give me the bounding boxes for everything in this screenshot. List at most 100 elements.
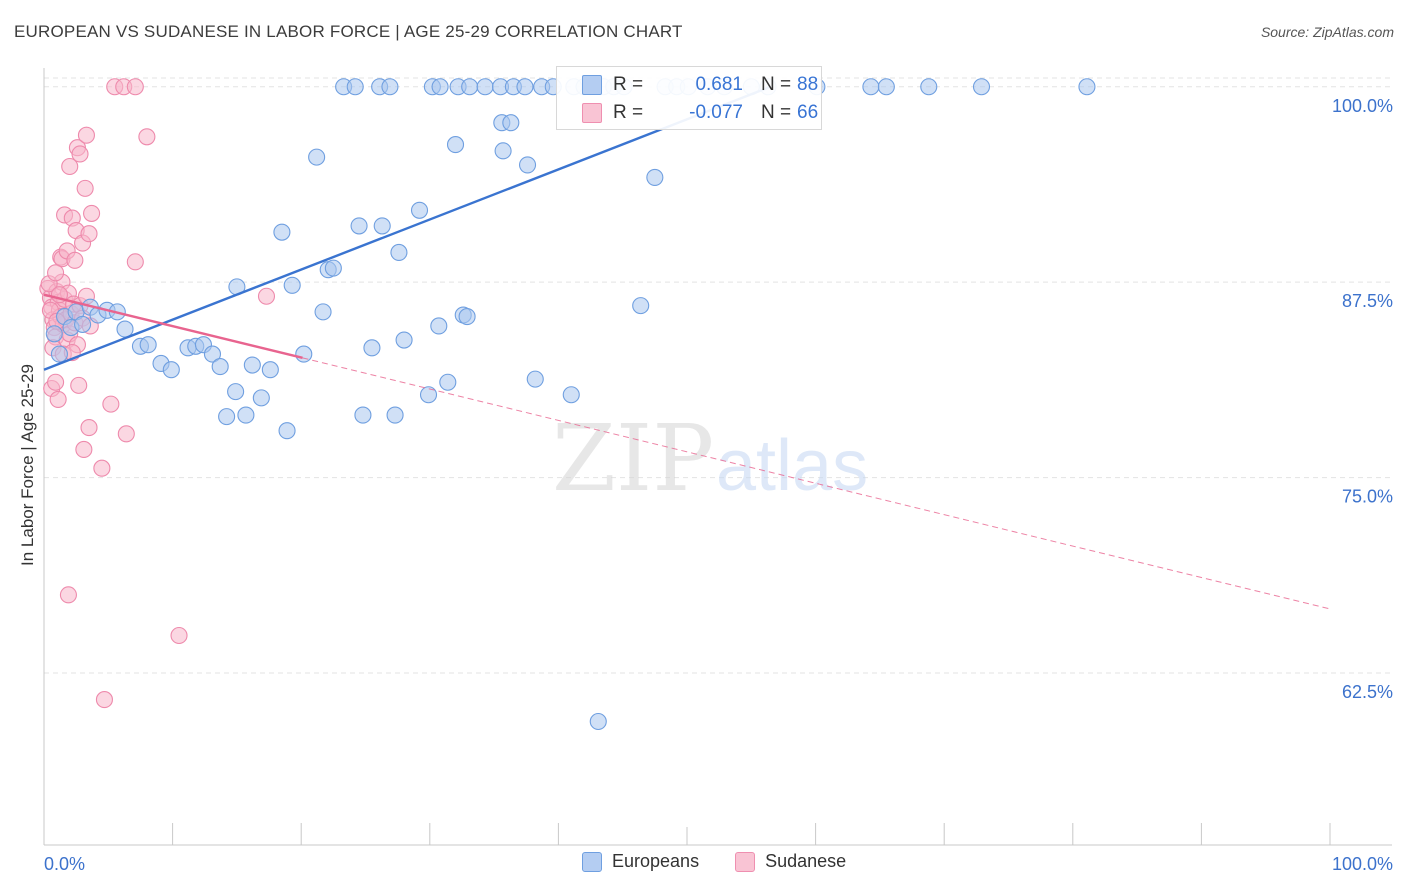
axes — [43, 68, 1392, 846]
sudanese-n-label: N = — [761, 102, 792, 123]
european-point — [972, 78, 991, 96]
sudanese-r-label: R = — [613, 102, 644, 123]
european-point — [363, 339, 381, 357]
europeans-n-label: N = — [761, 74, 792, 95]
sudanese-point — [83, 204, 101, 222]
european-point — [252, 389, 270, 407]
european-point — [295, 345, 313, 363]
europeans-r-value: 0.681 — [695, 74, 743, 95]
europeans-swatch — [582, 75, 602, 95]
european-point — [410, 201, 429, 219]
european-point — [518, 156, 537, 174]
sudanese-trend-extension — [302, 357, 1331, 610]
tick-labels: 62.5% 75.0% 87.5% 100.0% 0.0% 100.0% — [44, 96, 1393, 874]
sudanese-r-value: -0.077 — [689, 102, 743, 123]
european-point — [139, 336, 157, 354]
sudanese-point — [95, 691, 113, 709]
european-point — [446, 136, 465, 154]
european-point — [162, 361, 180, 379]
european-point — [386, 406, 404, 424]
european-point — [526, 370, 544, 388]
legend: Europeans Sudanese — [582, 851, 868, 872]
sudanese-point — [80, 225, 98, 243]
european-point — [502, 114, 520, 132]
y-tick-label: 62.5% — [1342, 682, 1393, 702]
european-point — [373, 217, 391, 235]
legend-item-europeans[interactable]: Europeans — [582, 851, 699, 872]
european-point — [116, 320, 134, 338]
european-point — [516, 78, 534, 96]
sudanese-swatch — [582, 103, 602, 123]
european-point — [1078, 78, 1096, 96]
sudanese-point — [59, 586, 77, 604]
legend-swatch-sudanese — [735, 851, 756, 872]
european-trend-line — [43, 85, 772, 371]
watermark-zip: ZIP — [552, 405, 714, 512]
sudanese-point — [126, 78, 144, 96]
trend-lines — [43, 85, 1331, 610]
x-tick-label: 100.0% — [1332, 854, 1393, 874]
european-point — [261, 361, 279, 379]
european-point — [354, 406, 372, 424]
sudanese-point — [257, 287, 276, 305]
stats-box: R = 0.681 N = 88 R = -0.077 N = 66 — [556, 66, 822, 130]
sudanese-point — [170, 626, 188, 645]
sudanese-point — [75, 440, 93, 459]
european-point — [314, 303, 332, 321]
y-tick-label: 100.0% — [1332, 96, 1393, 116]
european-point — [494, 142, 512, 160]
european-point — [350, 217, 368, 235]
european-point — [419, 386, 438, 404]
european-point — [439, 373, 457, 391]
european-point — [237, 406, 255, 424]
european-point — [632, 297, 650, 315]
european-point — [395, 331, 413, 349]
sudanese-point — [117, 425, 135, 443]
gridlines — [44, 77, 1392, 674]
european-point — [461, 78, 479, 96]
european-point — [431, 78, 449, 96]
european-point — [920, 78, 938, 96]
european-point — [243, 356, 261, 374]
european-point — [203, 345, 222, 363]
european-point — [390, 243, 408, 262]
sudanese-point — [61, 157, 79, 176]
european-point — [227, 383, 245, 401]
y-axis-label: In Labor Force | Age 25-29 — [18, 364, 37, 566]
sudanese-point — [66, 251, 84, 269]
sudanese-point — [102, 395, 120, 413]
european-point — [589, 712, 607, 731]
european-point — [45, 325, 63, 343]
europeans-n-value: 88 — [797, 74, 819, 95]
source-label: Source: ZipAtlas.com — [1260, 24, 1394, 40]
chart-title: EUROPEAN VS SUDANESE IN LABOR FORCE | AG… — [14, 22, 683, 41]
european-point — [862, 78, 880, 96]
european-point — [50, 345, 68, 363]
european-point — [562, 386, 580, 404]
watermark: ZIP atlas — [552, 405, 868, 512]
european-point — [324, 259, 342, 277]
legend-item-sudanese[interactable]: Sudanese — [735, 851, 846, 872]
sudanese-point — [77, 126, 95, 144]
european-point — [476, 78, 494, 96]
y-tick-label: 75.0% — [1342, 487, 1393, 507]
european-point — [218, 408, 236, 426]
watermark-atlas: atlas — [716, 426, 868, 506]
european-point — [74, 315, 92, 333]
european-point — [273, 223, 291, 241]
european-point — [346, 78, 364, 96]
legend-label-europeans: Europeans — [612, 851, 700, 871]
sudanese-point — [80, 419, 98, 437]
legend-swatch-europeans — [582, 851, 602, 872]
sudanese-point — [126, 253, 144, 271]
sudanese-n-value: 66 — [797, 102, 819, 123]
sudanese-point — [71, 145, 89, 163]
sudanese-point — [47, 373, 65, 391]
european-point — [646, 168, 664, 186]
sudanese-point — [70, 376, 88, 394]
sudanese-point — [93, 459, 111, 477]
sudanese-point — [138, 128, 156, 146]
legend-label-sudanese: Sudanese — [765, 851, 847, 871]
european-point — [308, 148, 326, 166]
